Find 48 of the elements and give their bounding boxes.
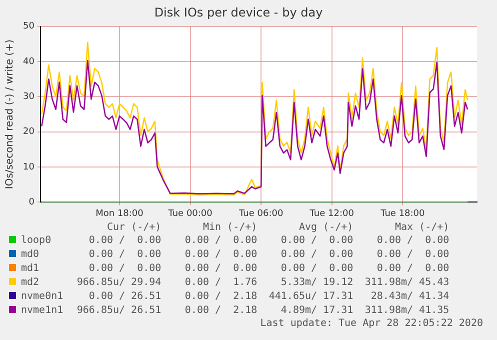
text: 28.43m/ 41.34 bbox=[370, 290, 450, 304]
text: 0.00 / 0.00 bbox=[376, 262, 450, 276]
chart-title: Disk IOs per device - by day bbox=[154, 5, 323, 20]
text: 0.00 / 2.18 bbox=[184, 290, 258, 304]
legend-label: md0 bbox=[20, 248, 40, 262]
text: 0.00 / 2.18 bbox=[184, 304, 258, 318]
text: 0.00 / 1.76 bbox=[184, 276, 258, 290]
text: 441.65u/ 17.31 bbox=[268, 290, 354, 304]
y-tick-label: 40 bbox=[23, 56, 35, 67]
y-tick-label: 50 bbox=[23, 22, 35, 32]
text: 966.85u/ 26.51 bbox=[76, 304, 162, 318]
x-tick-label: Tue 06:00 bbox=[238, 208, 284, 219]
text: Max (-/+) bbox=[394, 222, 450, 234]
y-tick-label: 10 bbox=[23, 162, 35, 172]
text: 0.00 / 0.00 bbox=[184, 262, 258, 276]
y-tick-label: 30 bbox=[23, 92, 35, 102]
legend-label: md2 bbox=[20, 276, 40, 290]
x-tick-label: Mon 18:00 bbox=[96, 208, 144, 219]
legend-label: nvme0n1 bbox=[20, 290, 64, 304]
text: 0.00 / 0.00 bbox=[280, 262, 354, 276]
x-tick-label: Tue 12:00 bbox=[308, 208, 354, 219]
text: 0.00 / 0.00 bbox=[88, 262, 162, 276]
text: 0.00 / 26.51 bbox=[88, 290, 162, 304]
text: Min (-/+) bbox=[202, 222, 258, 234]
text: 4.89m/ 17.31 bbox=[280, 304, 354, 318]
x-tick-label: Tue 18:00 bbox=[380, 208, 426, 219]
text: 311.98m/ 45.43 bbox=[364, 276, 450, 290]
y-tick-label: 0 bbox=[28, 198, 35, 208]
text: 0.00 / 0.00 bbox=[376, 248, 450, 262]
legend-label: loop0 bbox=[20, 234, 52, 248]
text: 0.00 / 0.00 bbox=[88, 248, 162, 262]
text: 5.33m/ 19.12 bbox=[280, 276, 354, 290]
x-tick-label: Tue 00:00 bbox=[167, 208, 213, 219]
text: Cur (-/+) bbox=[106, 222, 162, 234]
text: 0.00 / 0.00 bbox=[376, 234, 450, 248]
text: 0.00 / 0.00 bbox=[280, 234, 354, 248]
text: 0.00 / 0.00 bbox=[184, 234, 258, 248]
text: Avg (-/+) bbox=[298, 222, 354, 234]
text: 966.85u/ 29.94 bbox=[76, 276, 162, 290]
text: Last update: Tue Apr 28 22:05:22 2020 bbox=[259, 318, 484, 329]
y-axis-title: IOs/second read (-) / write (+) bbox=[4, 39, 16, 190]
text: 311.98m/ 41.35 bbox=[364, 304, 450, 318]
legend-label: md1 bbox=[20, 262, 40, 276]
text: 0.00 / 0.00 bbox=[280, 248, 354, 262]
legend-label: nvme1n1 bbox=[20, 304, 64, 318]
text: 0.00 / 0.00 bbox=[88, 234, 162, 248]
text: 0.00 / 0.00 bbox=[184, 248, 258, 262]
y-tick-label: 20 bbox=[23, 127, 35, 138]
